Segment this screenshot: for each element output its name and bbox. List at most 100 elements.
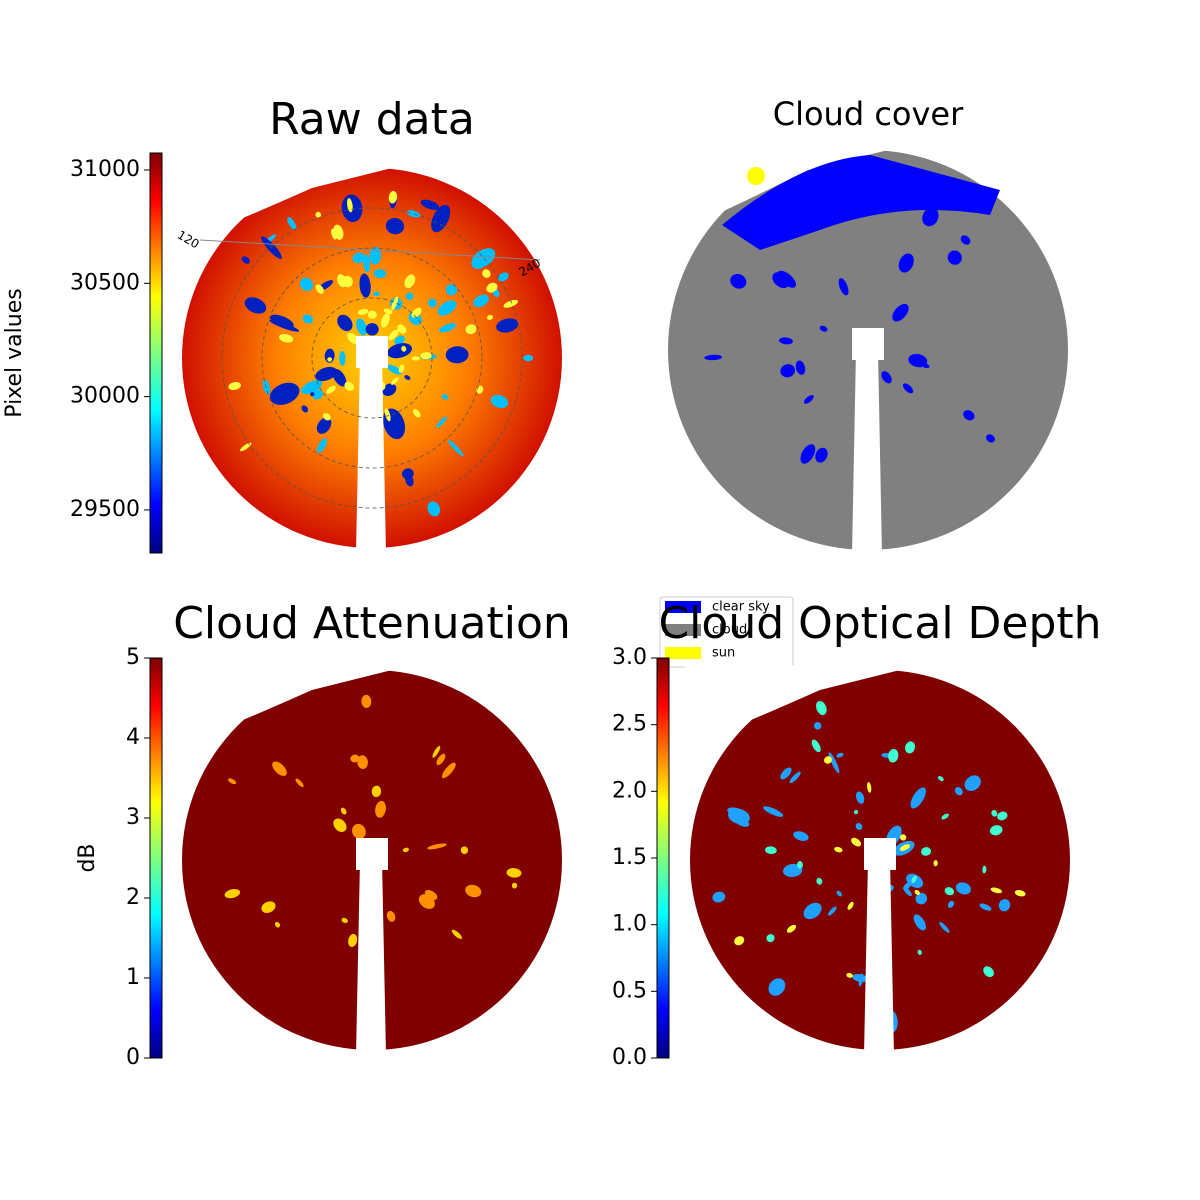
sky-feature: [332, 368, 347, 387]
sky-feature: [465, 884, 482, 898]
sky-feature: [963, 410, 975, 421]
sky-feature: [921, 363, 930, 369]
sky-feature: [903, 886, 912, 897]
sky-feature: [326, 385, 336, 394]
sky-feature: [348, 933, 358, 947]
sky-feature: [908, 353, 928, 368]
sky-feature: [261, 901, 276, 913]
sky-feature: [398, 364, 405, 373]
sky-feature: [384, 408, 391, 422]
sky-feature: [295, 778, 304, 788]
sky-feature: [960, 235, 971, 245]
legend-label: cloud: [712, 623, 747, 638]
colorbar-tick-label: 30000: [70, 384, 140, 409]
sky-feature: [982, 865, 987, 874]
sky-feature: [301, 380, 323, 395]
sky-feature: [937, 776, 944, 782]
sky-feature: [780, 364, 796, 378]
sky-feature: [352, 252, 366, 264]
sky-feature: [933, 860, 938, 867]
sky-feature: [523, 354, 534, 362]
sky-feature: [490, 394, 509, 409]
sky-feature: [905, 741, 916, 754]
sky-feature: [241, 256, 250, 264]
sky-feature: [361, 694, 372, 708]
sky-feature: [915, 892, 928, 905]
sky-feature: [964, 775, 981, 792]
sky-feature: [315, 211, 322, 218]
mask: [177, 665, 412, 875]
sky-feature: [816, 877, 823, 885]
sky-feature: [911, 875, 917, 884]
sky-feature: [954, 787, 963, 796]
mask: [864, 860, 894, 1055]
sky-feature: [482, 269, 491, 278]
sky-feature: [427, 298, 437, 308]
sky-feature: [371, 785, 382, 798]
sky-feature: [811, 739, 821, 753]
sky-feature: [704, 354, 722, 361]
mask: [864, 838, 896, 870]
sky-feature: [445, 346, 469, 364]
sky-feature: [496, 318, 519, 333]
colorbar-tick-label: 30500: [70, 270, 140, 295]
sky-feature: [411, 356, 421, 361]
sky-feature: [847, 901, 854, 910]
sky-feature: [391, 296, 399, 311]
sky-feature: [356, 318, 367, 336]
sky-feature: [853, 809, 859, 815]
sky-feature: [406, 210, 421, 218]
sky-feature: [437, 300, 457, 316]
sky-feature: [503, 299, 519, 308]
sky-feature: [955, 882, 971, 895]
legend-label: sun: [712, 646, 735, 661]
sky-feature: [402, 468, 414, 480]
sky-feature: [851, 837, 862, 847]
clear-sky-region: [722, 155, 1000, 250]
sky-feature: [947, 250, 962, 265]
panel-title: Cloud Attenuation: [173, 598, 571, 649]
sky-feature: [998, 899, 1011, 912]
polar-grid: [221, 207, 523, 509]
sky-feature: [357, 308, 369, 315]
sky-feature: [765, 846, 777, 855]
sky-feature: [405, 292, 414, 300]
sky-feature: [836, 752, 844, 758]
sky-feature: [341, 917, 348, 924]
sky-feature: [224, 889, 241, 899]
mask: [852, 350, 882, 555]
sky-feature: [778, 337, 793, 345]
sky-feature: [465, 324, 477, 335]
colorbar-label: dB: [75, 843, 100, 872]
colorbar-tick-label: 2.5: [612, 712, 647, 737]
sky-feature: [486, 282, 498, 293]
sky-feature: [427, 843, 447, 850]
sky-feature: [867, 781, 872, 793]
mask: [177, 163, 412, 373]
sky-feature: [991, 809, 998, 817]
sky-feature: [766, 934, 775, 943]
sky-feature: [990, 887, 1003, 894]
sky-feature: [486, 314, 493, 320]
sky-feature: [278, 334, 294, 343]
sky-feature: [347, 332, 359, 345]
sky-image: [177, 163, 562, 553]
sky-feature: [460, 846, 469, 855]
sky-feature: [730, 273, 747, 289]
panel-title: Cloud Optical Depth: [658, 598, 1101, 649]
sky-feature: [772, 272, 790, 289]
mask: [356, 860, 386, 1055]
sky-feature: [944, 887, 955, 896]
sky-feature: [846, 972, 853, 978]
mask: [852, 328, 884, 360]
sky-feature: [274, 921, 281, 928]
sky-feature: [983, 966, 994, 978]
sky-image: [685, 665, 1070, 1055]
sky-feature: [436, 416, 447, 428]
sky-feature: [813, 722, 822, 730]
colorbar-tick-label: 0.0: [612, 1045, 647, 1070]
colorbar-tick-label: 3.0: [612, 645, 647, 670]
sky-feature: [228, 778, 237, 785]
sky-feature: [315, 284, 324, 294]
